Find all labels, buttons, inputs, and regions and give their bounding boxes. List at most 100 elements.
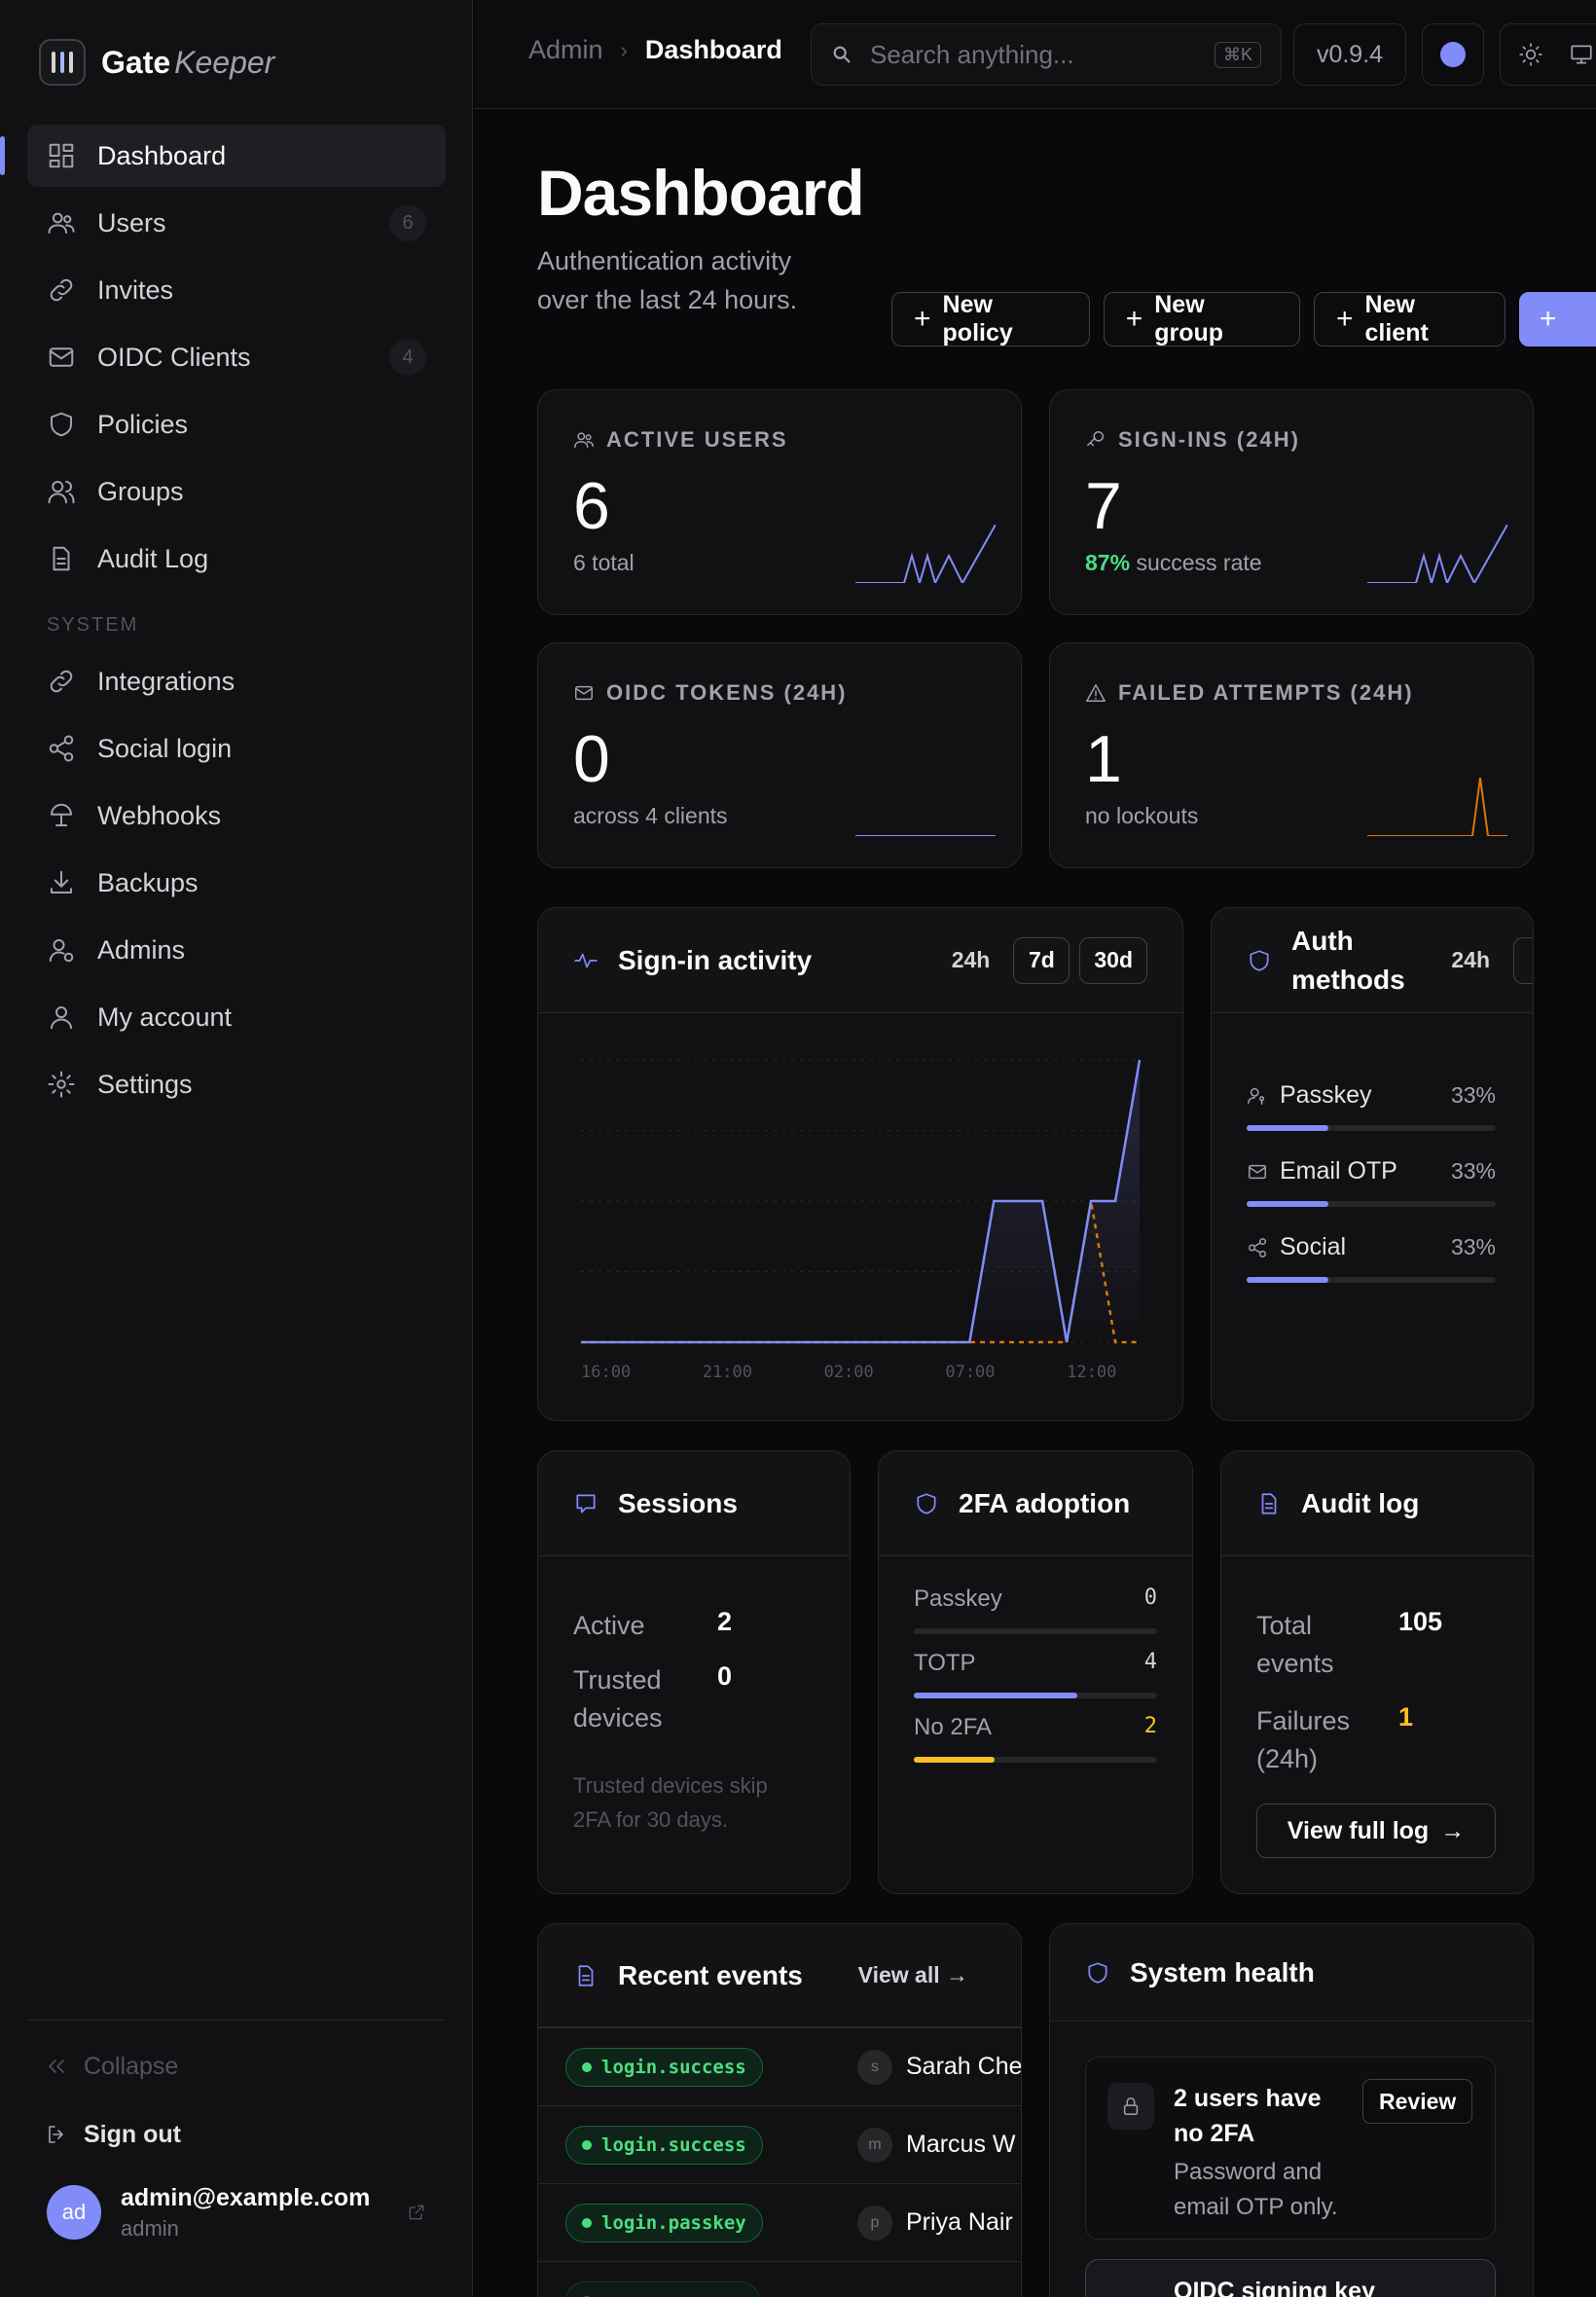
x-tick-label: 02:00 bbox=[824, 1363, 874, 1382]
recent-events-card: Recent events View all → login.success s… bbox=[537, 1923, 1022, 2297]
user-profile[interactable]: ad admin@example.com admin bbox=[27, 2169, 446, 2256]
stat-card-oidc-tokens: OIDC TOKENS (24H) 0 across 4 clients bbox=[537, 642, 1022, 868]
stat-sub: no lockouts bbox=[1085, 803, 1199, 828]
share-icon bbox=[1249, 1237, 1266, 1258]
sidebar-item-label: Integrations bbox=[97, 666, 236, 696]
activity-icon bbox=[574, 953, 598, 967]
new-user-button[interactable]: + bbox=[1518, 292, 1596, 346]
group-icon bbox=[48, 481, 75, 504]
stat-card-failed-attempts: FAILED ATTEMPTS (24H) 1 no lockouts bbox=[1049, 642, 1534, 868]
sidebar-item-label: Users bbox=[97, 207, 166, 237]
topbar: Admin › Dashboard Search anything... ⌘K … bbox=[474, 0, 1596, 109]
theme-switcher[interactable] bbox=[1500, 23, 1596, 86]
sparkline bbox=[855, 525, 996, 583]
sidebar-item-webhooks[interactable]: Webhooks bbox=[27, 784, 446, 847]
card-header: Recent events View all → bbox=[538, 1924, 1021, 2027]
health-alert-signing-key[interactable]: OIDC signing key bbox=[1085, 2259, 1496, 2297]
sun-icon[interactable] bbox=[1518, 42, 1543, 67]
breadcrumb: Admin › Dashboard bbox=[528, 35, 782, 65]
collapse-label: Collapse bbox=[84, 2052, 179, 2080]
stat-value: 0 bbox=[573, 722, 610, 796]
sidebar-item-audit-log[interactable]: Audit Log bbox=[27, 528, 446, 590]
event-badge: login.passkey bbox=[565, 2203, 763, 2242]
accent-dot-icon bbox=[1440, 42, 1466, 67]
plus-icon: + bbox=[1336, 303, 1354, 335]
brand[interactable]: Gate Keeper bbox=[39, 39, 274, 86]
range-24h[interactable]: 24h bbox=[951, 947, 991, 972]
card-title: Sessions bbox=[618, 1487, 738, 1518]
table-row[interactable]: login.success m Marcus W bbox=[538, 2105, 1021, 2183]
review-button[interactable]: Review bbox=[1362, 2079, 1473, 2124]
sign-in-chart: 16:00 21:00 02:00 07:00 12:00 bbox=[581, 1059, 1142, 1382]
search-input[interactable]: Search anything... ⌘K bbox=[811, 23, 1282, 86]
sidebar-item-label: OIDC Clients bbox=[97, 342, 251, 372]
audit-log-card: Audit log Total events 105 Failures (24h… bbox=[1220, 1450, 1534, 1894]
sidebar-item-users[interactable]: Users 6 bbox=[27, 192, 446, 254]
link-icon bbox=[50, 670, 73, 693]
sidebar-item-my-account[interactable]: My account bbox=[27, 986, 446, 1048]
passkey-icon bbox=[1248, 1087, 1265, 1105]
accent-color-button[interactable] bbox=[1422, 23, 1484, 86]
event-badge: login.success bbox=[565, 2047, 763, 2087]
message-icon bbox=[576, 1493, 596, 1513]
range-24h[interactable]: 24h bbox=[1451, 947, 1490, 972]
card-header: Sign-in activity 24h 7d 30d bbox=[538, 908, 1182, 1013]
new-policy-button[interactable]: + New policy bbox=[891, 291, 1090, 346]
sidebar-item-invites[interactable]: Invites bbox=[27, 259, 446, 321]
system-health-card: System health 2 users have no 2FA Passwo… bbox=[1049, 1923, 1534, 2297]
view-all-link[interactable]: View all → bbox=[858, 1962, 968, 1988]
sidebar-item-admins[interactable]: Admins bbox=[27, 919, 446, 981]
shield-icon bbox=[917, 1492, 936, 1514]
active-sessions-value: 2 bbox=[717, 1607, 733, 1636]
external-link-icon[interactable] bbox=[407, 2203, 426, 2222]
stat-value: 1 bbox=[1085, 722, 1122, 796]
tfa-row-totp: TOTP 4 bbox=[914, 1650, 1157, 1698]
sidebar-item-settings[interactable]: Settings bbox=[27, 1053, 446, 1115]
collapse-button[interactable]: Collapse bbox=[27, 2032, 446, 2100]
view-full-log-button[interactable]: View full log → bbox=[1256, 1804, 1496, 1858]
new-group-button[interactable]: + New group bbox=[1103, 291, 1300, 346]
tfa-bar bbox=[914, 1757, 1157, 1763]
tfa-label: TOTP bbox=[914, 1650, 976, 1676]
lock-glyph bbox=[1123, 2097, 1139, 2115]
table-row[interactable]: login.success s Sarah Che bbox=[538, 2027, 1021, 2105]
auth-method-social: Social 33% bbox=[1247, 1233, 1496, 1283]
sidebar-item-groups[interactable]: Groups bbox=[27, 460, 446, 523]
range-7d[interactable] bbox=[1513, 936, 1533, 984]
failures-value: 1 bbox=[1398, 1702, 1414, 1732]
sidebar-item-oidc-clients[interactable]: OIDC Clients 4 bbox=[27, 326, 446, 388]
avatar: p bbox=[857, 2205, 892, 2241]
sidebar-item-social-login[interactable]: Social login bbox=[27, 717, 446, 780]
health-alert-title: 2 users have no 2FA bbox=[1174, 2085, 1322, 2147]
logo-icon bbox=[39, 39, 86, 86]
event-user: p Priya Nair bbox=[857, 2205, 1013, 2241]
new-client-button[interactable]: + New client bbox=[1314, 291, 1505, 346]
sidebar-item-backups[interactable]: Backups bbox=[27, 852, 446, 914]
table-row[interactable]: login.passkey p Priya Nair bbox=[538, 2183, 1021, 2261]
tfa-bar bbox=[914, 1693, 1157, 1698]
monitor-icon[interactable] bbox=[1569, 42, 1594, 67]
dashboard-icon bbox=[49, 143, 74, 168]
range-30d[interactable]: 30d bbox=[1079, 936, 1147, 984]
breadcrumb-admin[interactable]: Admin bbox=[528, 35, 603, 64]
sidebar-item-label: Backups bbox=[97, 867, 199, 897]
mail-icon bbox=[575, 685, 593, 701]
sessions-note: Trusted devices skip 2FA for 30 days. bbox=[573, 1773, 768, 1832]
sign-out-button[interactable]: Sign out bbox=[27, 2100, 446, 2169]
sidebar-item-integrations[interactable]: Integrations bbox=[27, 650, 446, 712]
table-row[interactable] bbox=[538, 2261, 1021, 2297]
failures-label: Failures (24h) bbox=[1256, 1706, 1351, 1773]
sidebar-item-label: Social login bbox=[97, 733, 233, 763]
link-icon bbox=[50, 278, 73, 302]
sidebar-item-label: Groups bbox=[97, 476, 184, 506]
auth-method-label: Email OTP bbox=[1280, 1157, 1397, 1185]
card-title: System health bbox=[1130, 1956, 1315, 1987]
auth-method-email-otp: Email OTP 33% bbox=[1247, 1157, 1496, 1207]
user-role: admin bbox=[121, 2215, 179, 2241]
tfa-bar bbox=[914, 1628, 1157, 1634]
sidebar-item-policies[interactable]: Policies bbox=[27, 393, 446, 456]
sidebar-item-dashboard[interactable]: Dashboard bbox=[0, 125, 446, 187]
tfa-value: 2 bbox=[1143, 1714, 1157, 1738]
avatar: ad bbox=[47, 2185, 101, 2240]
range-7d[interactable]: 7d bbox=[1013, 936, 1070, 984]
